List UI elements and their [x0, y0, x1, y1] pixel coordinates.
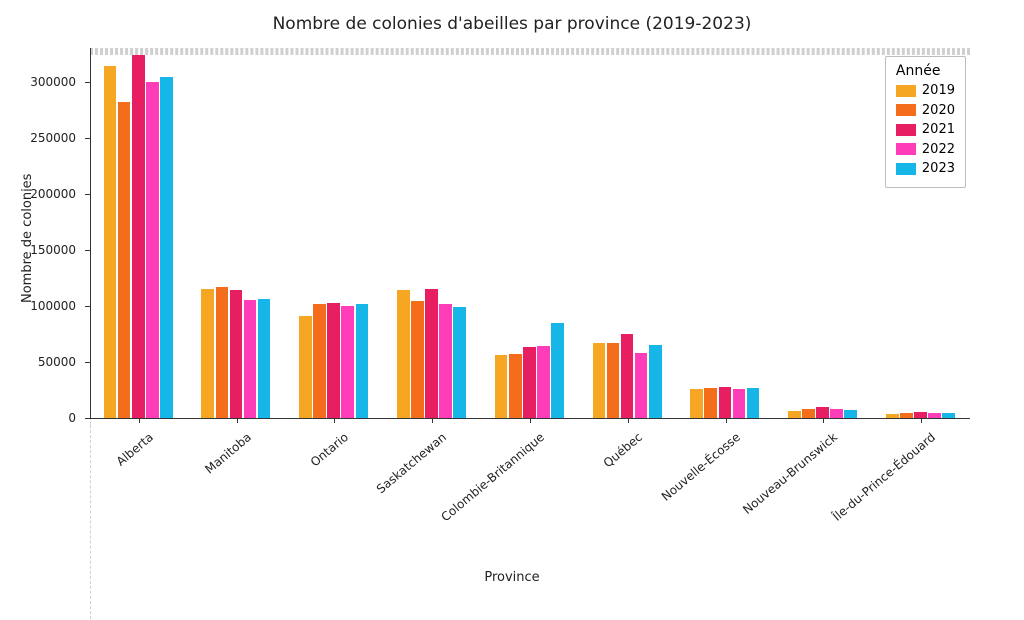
bar [244, 300, 257, 418]
legend-swatch [896, 124, 916, 136]
legend-item: 2020 [896, 101, 955, 121]
legend-swatch [896, 85, 916, 97]
bar [411, 301, 424, 418]
bar [313, 304, 326, 418]
plot-area [90, 48, 970, 418]
y-tick-label: 50000 [0, 355, 76, 369]
bar [397, 290, 410, 418]
bar [356, 304, 369, 418]
bar [747, 388, 760, 418]
legend-label: 2021 [922, 120, 955, 140]
bar [621, 334, 634, 418]
bar [327, 303, 340, 418]
bar [704, 388, 717, 418]
y-tick-label: 150000 [0, 243, 76, 257]
bar [788, 411, 801, 418]
bar [146, 82, 159, 418]
bar [230, 290, 243, 418]
bar [816, 407, 829, 418]
chart-container: Nombre de colonies d'abeilles par provin… [0, 0, 1024, 620]
legend: Année 20192020202120222023 [885, 56, 966, 188]
bar [439, 304, 452, 418]
bar [495, 355, 508, 418]
bar [299, 316, 312, 418]
legend-swatch [896, 104, 916, 116]
bar [132, 55, 145, 418]
bar [258, 299, 271, 418]
bar [830, 409, 843, 418]
bar [341, 306, 354, 418]
bar [635, 353, 648, 418]
legend-label: 2019 [922, 81, 955, 101]
legend-swatch [896, 143, 916, 155]
legend-item: 2021 [896, 120, 955, 140]
bar [802, 409, 815, 418]
y-tick-label: 0 [0, 411, 76, 425]
legend-swatch [896, 163, 916, 175]
bar [160, 77, 173, 418]
bar [733, 389, 746, 418]
bar [690, 389, 703, 418]
bar [523, 347, 536, 418]
y-tick-label: 250000 [0, 131, 76, 145]
legend-item: 2019 [896, 81, 955, 101]
y-axis-line [90, 48, 91, 418]
bar [453, 307, 466, 418]
legend-item: 2022 [896, 140, 955, 160]
bar [844, 410, 857, 418]
bar [551, 323, 564, 418]
legend-label: 2023 [922, 159, 955, 179]
bar [607, 343, 620, 418]
grid-line [90, 425, 91, 620]
bar [201, 289, 214, 418]
legend-label: 2020 [922, 101, 955, 121]
y-tick-label: 100000 [0, 299, 76, 313]
bar [719, 387, 732, 418]
legend-item: 2023 [896, 159, 955, 179]
legend-label: 2022 [922, 140, 955, 160]
y-tick-label: 300000 [0, 75, 76, 89]
x-axis-line [90, 418, 970, 419]
bar [425, 289, 438, 418]
bar [593, 343, 606, 418]
bar [104, 66, 117, 418]
bar [216, 287, 229, 418]
y-tick-label: 200000 [0, 187, 76, 201]
grid-line [90, 54, 970, 55]
bar [118, 102, 131, 418]
x-axis-label: Province [0, 570, 1024, 585]
bar [509, 354, 522, 418]
legend-title: Année [896, 63, 955, 79]
bar [649, 345, 662, 418]
chart-title: Nombre de colonies d'abeilles par provin… [0, 14, 1024, 34]
bar [537, 346, 550, 418]
